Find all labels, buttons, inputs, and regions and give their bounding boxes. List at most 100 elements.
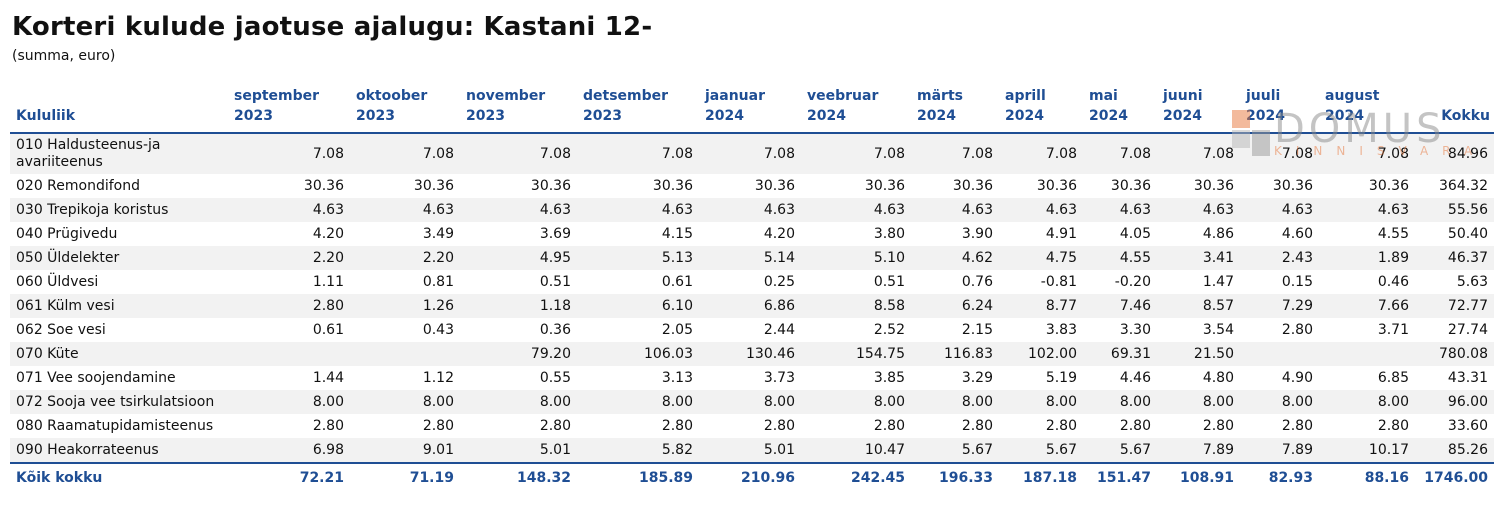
column-header-line1: Kululiik	[16, 108, 76, 124]
value-cell: 1.12	[422, 369, 454, 386]
value-cell: 30.36	[1368, 177, 1409, 194]
value-cell: 30.36	[652, 177, 693, 194]
value-cell: 4.63	[312, 201, 344, 218]
value-cell: 0.15	[1281, 273, 1313, 290]
value-cell: 1.18	[539, 297, 571, 314]
column-header: august 2024	[1319, 86, 1415, 133]
value-cell: 8.00	[873, 393, 905, 410]
page-title: Korteri kulude jaotuse ajalugu: Kastani …	[12, 12, 653, 42]
row-label: 050 Üldelekter	[16, 249, 120, 266]
value-cell	[1319, 342, 1415, 366]
value-cell: 4.95	[539, 249, 571, 266]
table-row: 071 Vee soojendamine 1.44 1.12 0.55 3.13 3.73…	[10, 366, 1494, 390]
row-label: 020 Remondifond	[16, 177, 140, 194]
total-value-cell: 108.91	[1179, 469, 1234, 486]
column-header-line2: 2023	[356, 108, 395, 124]
value-cell: 4.15	[661, 225, 693, 242]
value-cell: 4.91	[1045, 225, 1077, 242]
column-header-line2: 2023	[466, 108, 505, 124]
value-cell: 2.80	[312, 297, 344, 314]
value-cell: 4.63	[1281, 201, 1313, 218]
value-cell: 0.61	[312, 321, 344, 338]
value-cell: 4.63	[873, 201, 905, 218]
value-cell: 4.63	[1202, 201, 1234, 218]
value-cell: 3.71	[1377, 321, 1409, 338]
row-total-cell: 33.60	[1447, 417, 1488, 434]
column-header-line1: juuli	[1246, 88, 1281, 104]
value-cell: 4.46	[1119, 369, 1151, 386]
value-cell: 7.08	[1281, 145, 1313, 162]
value-cell: 0.81	[422, 273, 454, 290]
value-cell: 0.43	[422, 321, 454, 338]
value-cell: 7.08	[873, 145, 905, 162]
value-cell: 8.00	[1045, 393, 1077, 410]
table-body: 010 Haldusteenus-ja avariiteenus 7.08 7.08…	[10, 133, 1494, 463]
value-cell: 30.36	[754, 177, 795, 194]
value-cell: 1.44	[312, 369, 344, 386]
table-row: 020 Remondifond 30.36 30.36 30.36 30.36 30.36…	[10, 174, 1494, 198]
column-header-line1: märts	[917, 88, 963, 104]
value-cell: 4.86	[1202, 225, 1234, 242]
value-cell: 1.11	[312, 273, 344, 290]
row-total-cell: 43.31	[1447, 369, 1488, 386]
value-cell: 8.57	[1202, 297, 1234, 314]
column-header: aprill 2024	[999, 86, 1083, 133]
value-cell: 2.80	[1377, 417, 1409, 434]
column-header-line1: jaanuar	[705, 88, 765, 104]
table-row: 040 Prügivedu 4.20 3.49 3.69 4.15 4.20 3.80 3.9…	[10, 222, 1494, 246]
row-label: 061 Külm vesi	[16, 297, 115, 314]
column-header-line2: 2023	[583, 108, 622, 124]
value-cell: 4.63	[961, 201, 993, 218]
value-cell: 8.00	[1202, 393, 1234, 410]
table-header-row: Kululiik september 2023 oktoober 2023 novembe…	[10, 86, 1494, 133]
row-label: 080 Raamatupidamisteenus	[16, 417, 214, 434]
column-header-line2: 2024	[1246, 108, 1285, 124]
value-cell: 8.00	[422, 393, 454, 410]
value-cell: 0.51	[539, 273, 571, 290]
value-cell: 8.00	[312, 393, 344, 410]
column-header: september 2023	[228, 86, 350, 133]
value-cell: 7.08	[1045, 145, 1077, 162]
column-header: oktoober 2023	[350, 86, 460, 133]
total-value-cell: 196.33	[938, 469, 993, 486]
column-header-line1: veebruar	[807, 88, 879, 104]
table-row: 050 Üldelekter 2.20 2.20 4.95 5.13 5.14 5.10 4.…	[10, 246, 1494, 270]
value-cell: 8.00	[1119, 393, 1151, 410]
value-cell: 8.00	[661, 393, 693, 410]
column-header: juuni 2024	[1157, 86, 1240, 133]
value-cell: 3.80	[873, 225, 905, 242]
column-header: november 2023	[460, 86, 577, 133]
value-cell: 8.00	[763, 393, 795, 410]
column-header: mai 2024	[1083, 86, 1157, 133]
column-header: Kokku	[1415, 86, 1494, 133]
value-cell: 6.85	[1377, 369, 1409, 386]
value-cell: 9.01	[422, 441, 454, 458]
value-cell: 5.67	[1119, 441, 1151, 458]
value-cell: -0.20	[1114, 273, 1151, 290]
value-cell: 7.89	[1281, 441, 1313, 458]
table-row: 062 Soe vesi 0.61 0.43 0.36 2.05 2.44 2.52 2.15…	[10, 318, 1494, 342]
row-total-cell: 72.77	[1447, 297, 1488, 314]
row-total-cell: 27.74	[1447, 321, 1488, 338]
value-cell: -0.81	[1040, 273, 1077, 290]
column-header-line2: 2024	[705, 108, 744, 124]
value-cell: 2.15	[961, 321, 993, 338]
value-cell: 7.46	[1119, 297, 1151, 314]
value-cell: 3.85	[873, 369, 905, 386]
value-cell: 0.55	[539, 369, 571, 386]
value-cell: 4.55	[1119, 249, 1151, 266]
value-cell: 4.63	[1045, 201, 1077, 218]
value-cell: 7.66	[1377, 297, 1409, 314]
total-value-cell: 210.96	[740, 469, 795, 486]
value-cell: 2.80	[1281, 417, 1313, 434]
value-cell: 0.61	[661, 273, 693, 290]
column-header-line1: juuni	[1163, 88, 1203, 104]
total-value-cell: 71.19	[409, 469, 454, 486]
value-cell: 2.52	[873, 321, 905, 338]
value-cell: 0.25	[763, 273, 795, 290]
column-header-line1: detsember	[583, 88, 669, 104]
value-cell: 4.55	[1377, 225, 1409, 242]
row-total-cell: 364.32	[1439, 177, 1488, 194]
value-cell: 2.20	[312, 249, 344, 266]
value-cell: 7.08	[661, 145, 693, 162]
